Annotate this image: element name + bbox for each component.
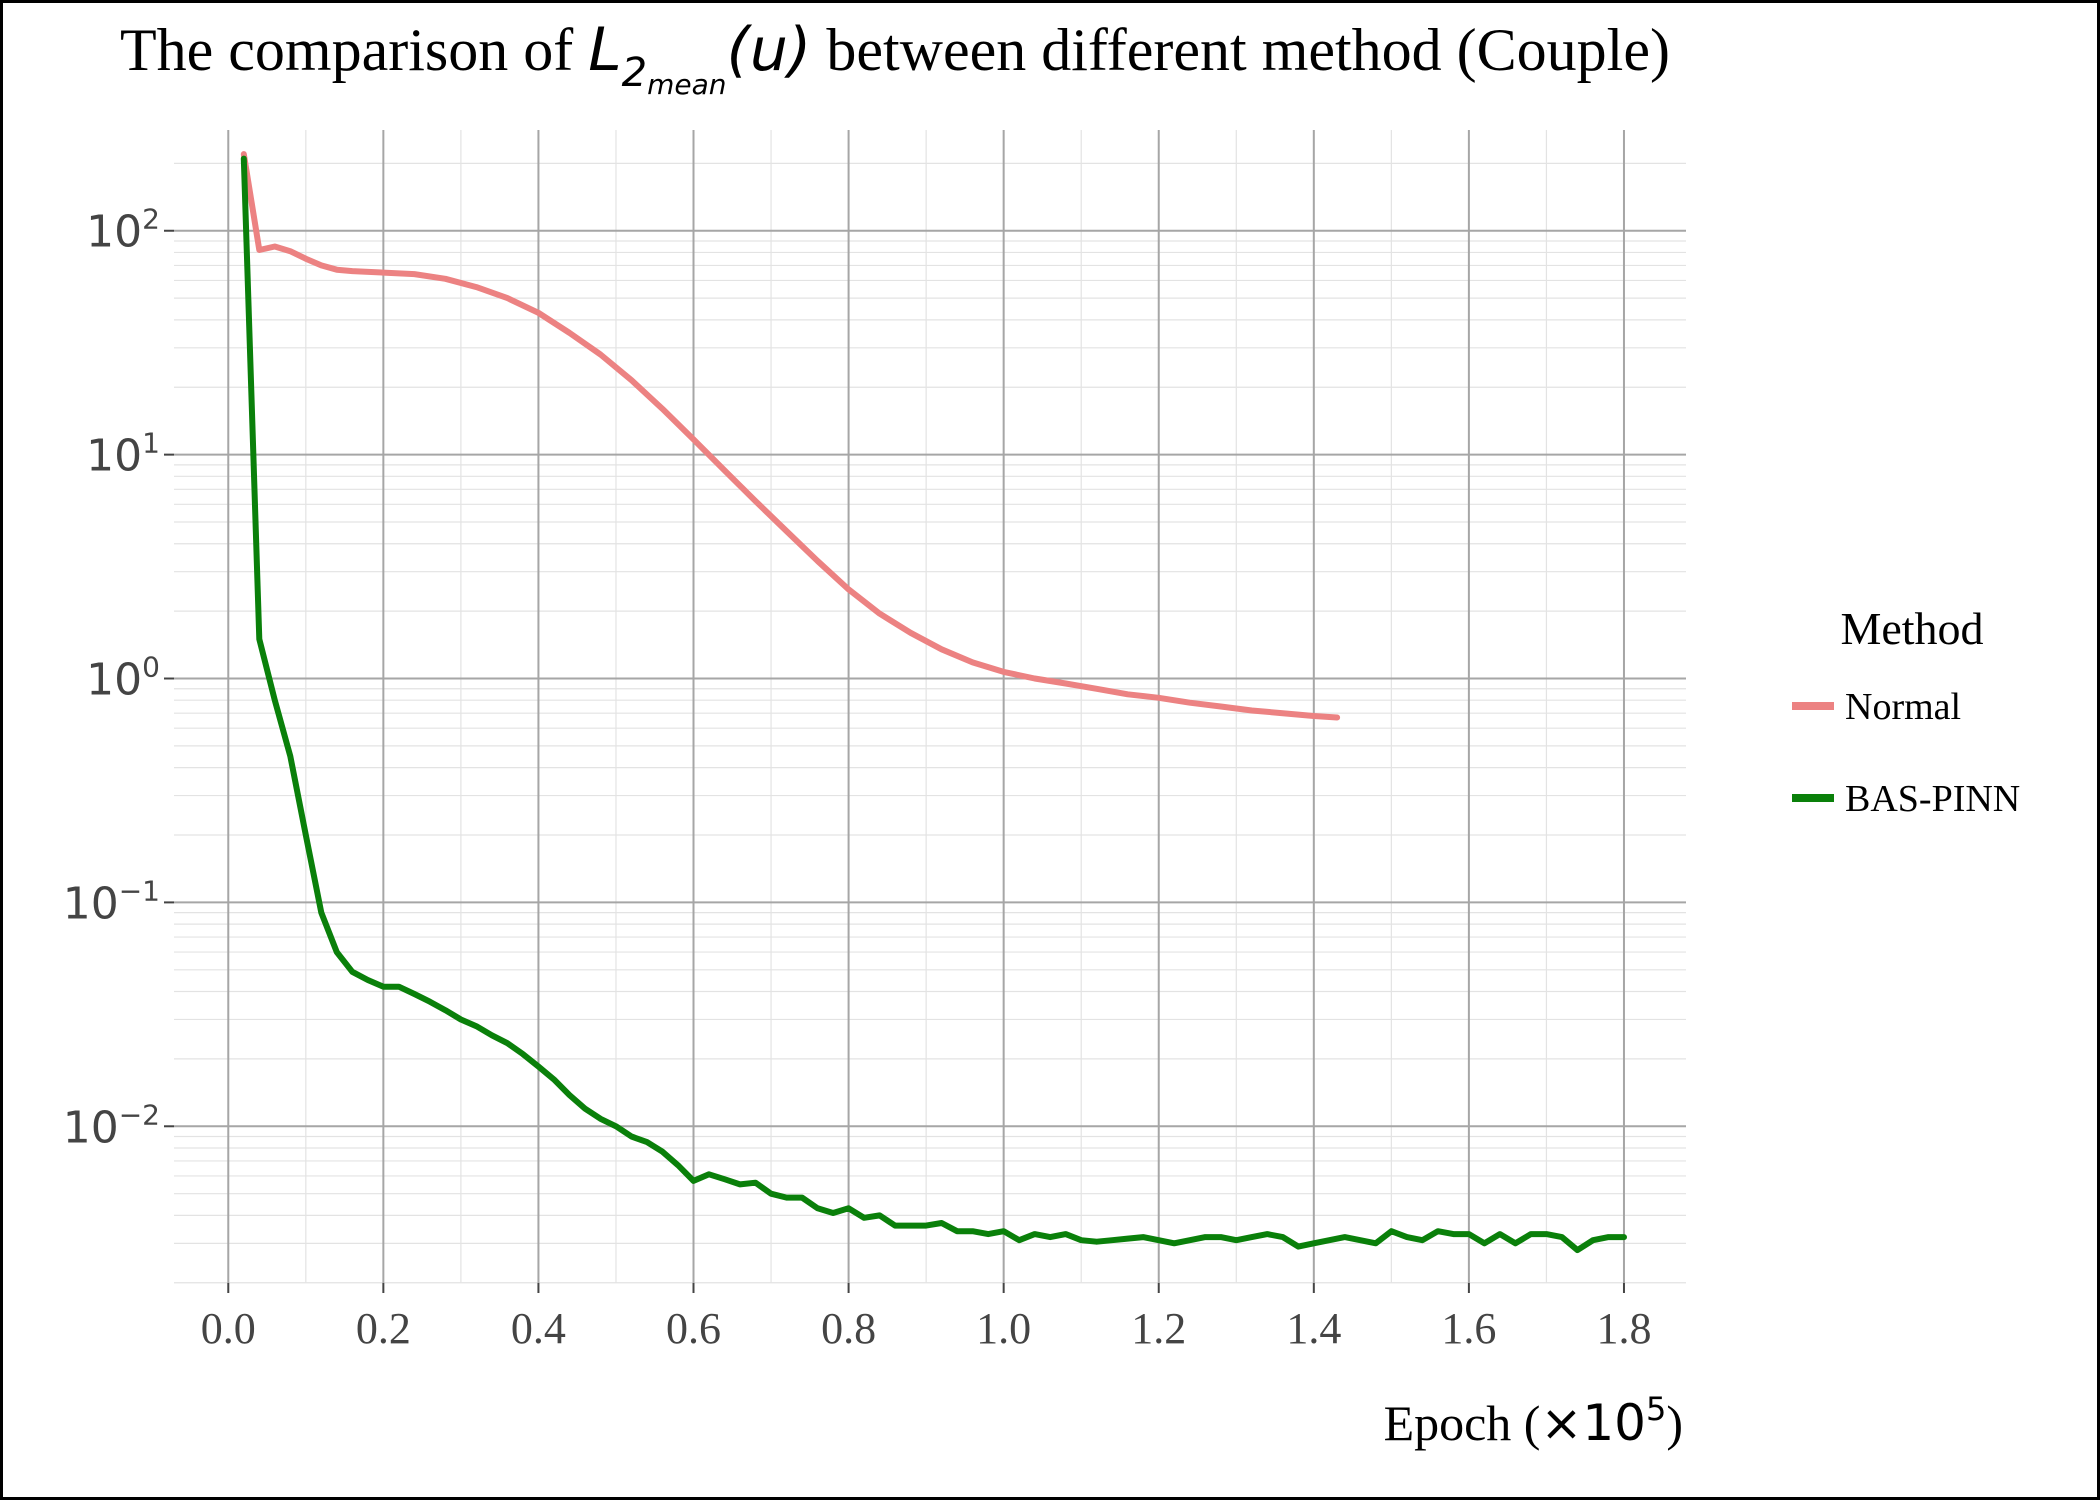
x-tick-label: 1.0 <box>976 1304 1031 1353</box>
y-tick-label: 10−2 <box>63 1098 160 1153</box>
title-subsubscript: mean <box>647 68 726 101</box>
x-axis-multiplier: ×10 <box>1540 1394 1646 1452</box>
x-tick-labels: 0.0 0.2 0.4 0.6 0.8 1.0 1.2 1.4 1.6 1.8 <box>201 1304 1652 1353</box>
x-tick-label: 0.8 <box>821 1304 876 1353</box>
x-tick-label: 0.4 <box>511 1304 566 1353</box>
series-line-normal <box>240 151 1341 721</box>
y-tick-label: 10−1 <box>63 874 160 929</box>
x-tick-label: 1.8 <box>1596 1304 1651 1353</box>
x-tick-label: 1.4 <box>1286 1304 1341 1353</box>
legend-label: BAS-PINN <box>1845 778 2020 820</box>
series-lines <box>240 151 1627 1254</box>
x-axis-close: ) <box>1666 1395 1683 1451</box>
x-tick-label: 0.2 <box>356 1304 411 1353</box>
y-tick-label: 101 <box>86 427 160 482</box>
y-tick-label: 102 <box>86 203 160 258</box>
x-tick-label: 0.6 <box>666 1304 721 1353</box>
minor-grid <box>174 130 1686 1284</box>
x-tick-label: 0.0 <box>201 1304 256 1353</box>
series-line-bas-pinn <box>240 155 1627 1254</box>
title-argument: (u) <box>727 15 812 85</box>
major-grid <box>174 130 1686 1283</box>
chart-title: The comparison of L2mean(u) between diff… <box>120 15 1670 101</box>
x-axis-title: Epoch (×105) <box>1384 1390 1683 1452</box>
x-tick-label: 1.6 <box>1441 1304 1496 1353</box>
legend-items: Normal BAS-PINN <box>1792 686 2020 820</box>
title-suffix: between different method (Couple) <box>811 17 1670 83</box>
y-tick-label: 100 <box>86 651 160 706</box>
y-tick-labels: 102 101 100 10−1 10−2 <box>63 203 160 1154</box>
x-axis-exponent: 5 <box>1646 1390 1666 1428</box>
x-axis-title-text: Epoch ( <box>1384 1395 1541 1451</box>
axis-ticks <box>164 229 1625 1293</box>
x-tick-label: 1.2 <box>1131 1304 1186 1353</box>
title-prefix: The comparison of <box>120 17 588 83</box>
legend-label: Normal <box>1845 686 1961 728</box>
legend-title: Method <box>1840 603 1983 654</box>
legend: Method Normal BAS-PINN <box>1792 603 2020 820</box>
title-subscript: 2 <box>622 50 647 96</box>
title-symbol: L <box>588 15 621 85</box>
